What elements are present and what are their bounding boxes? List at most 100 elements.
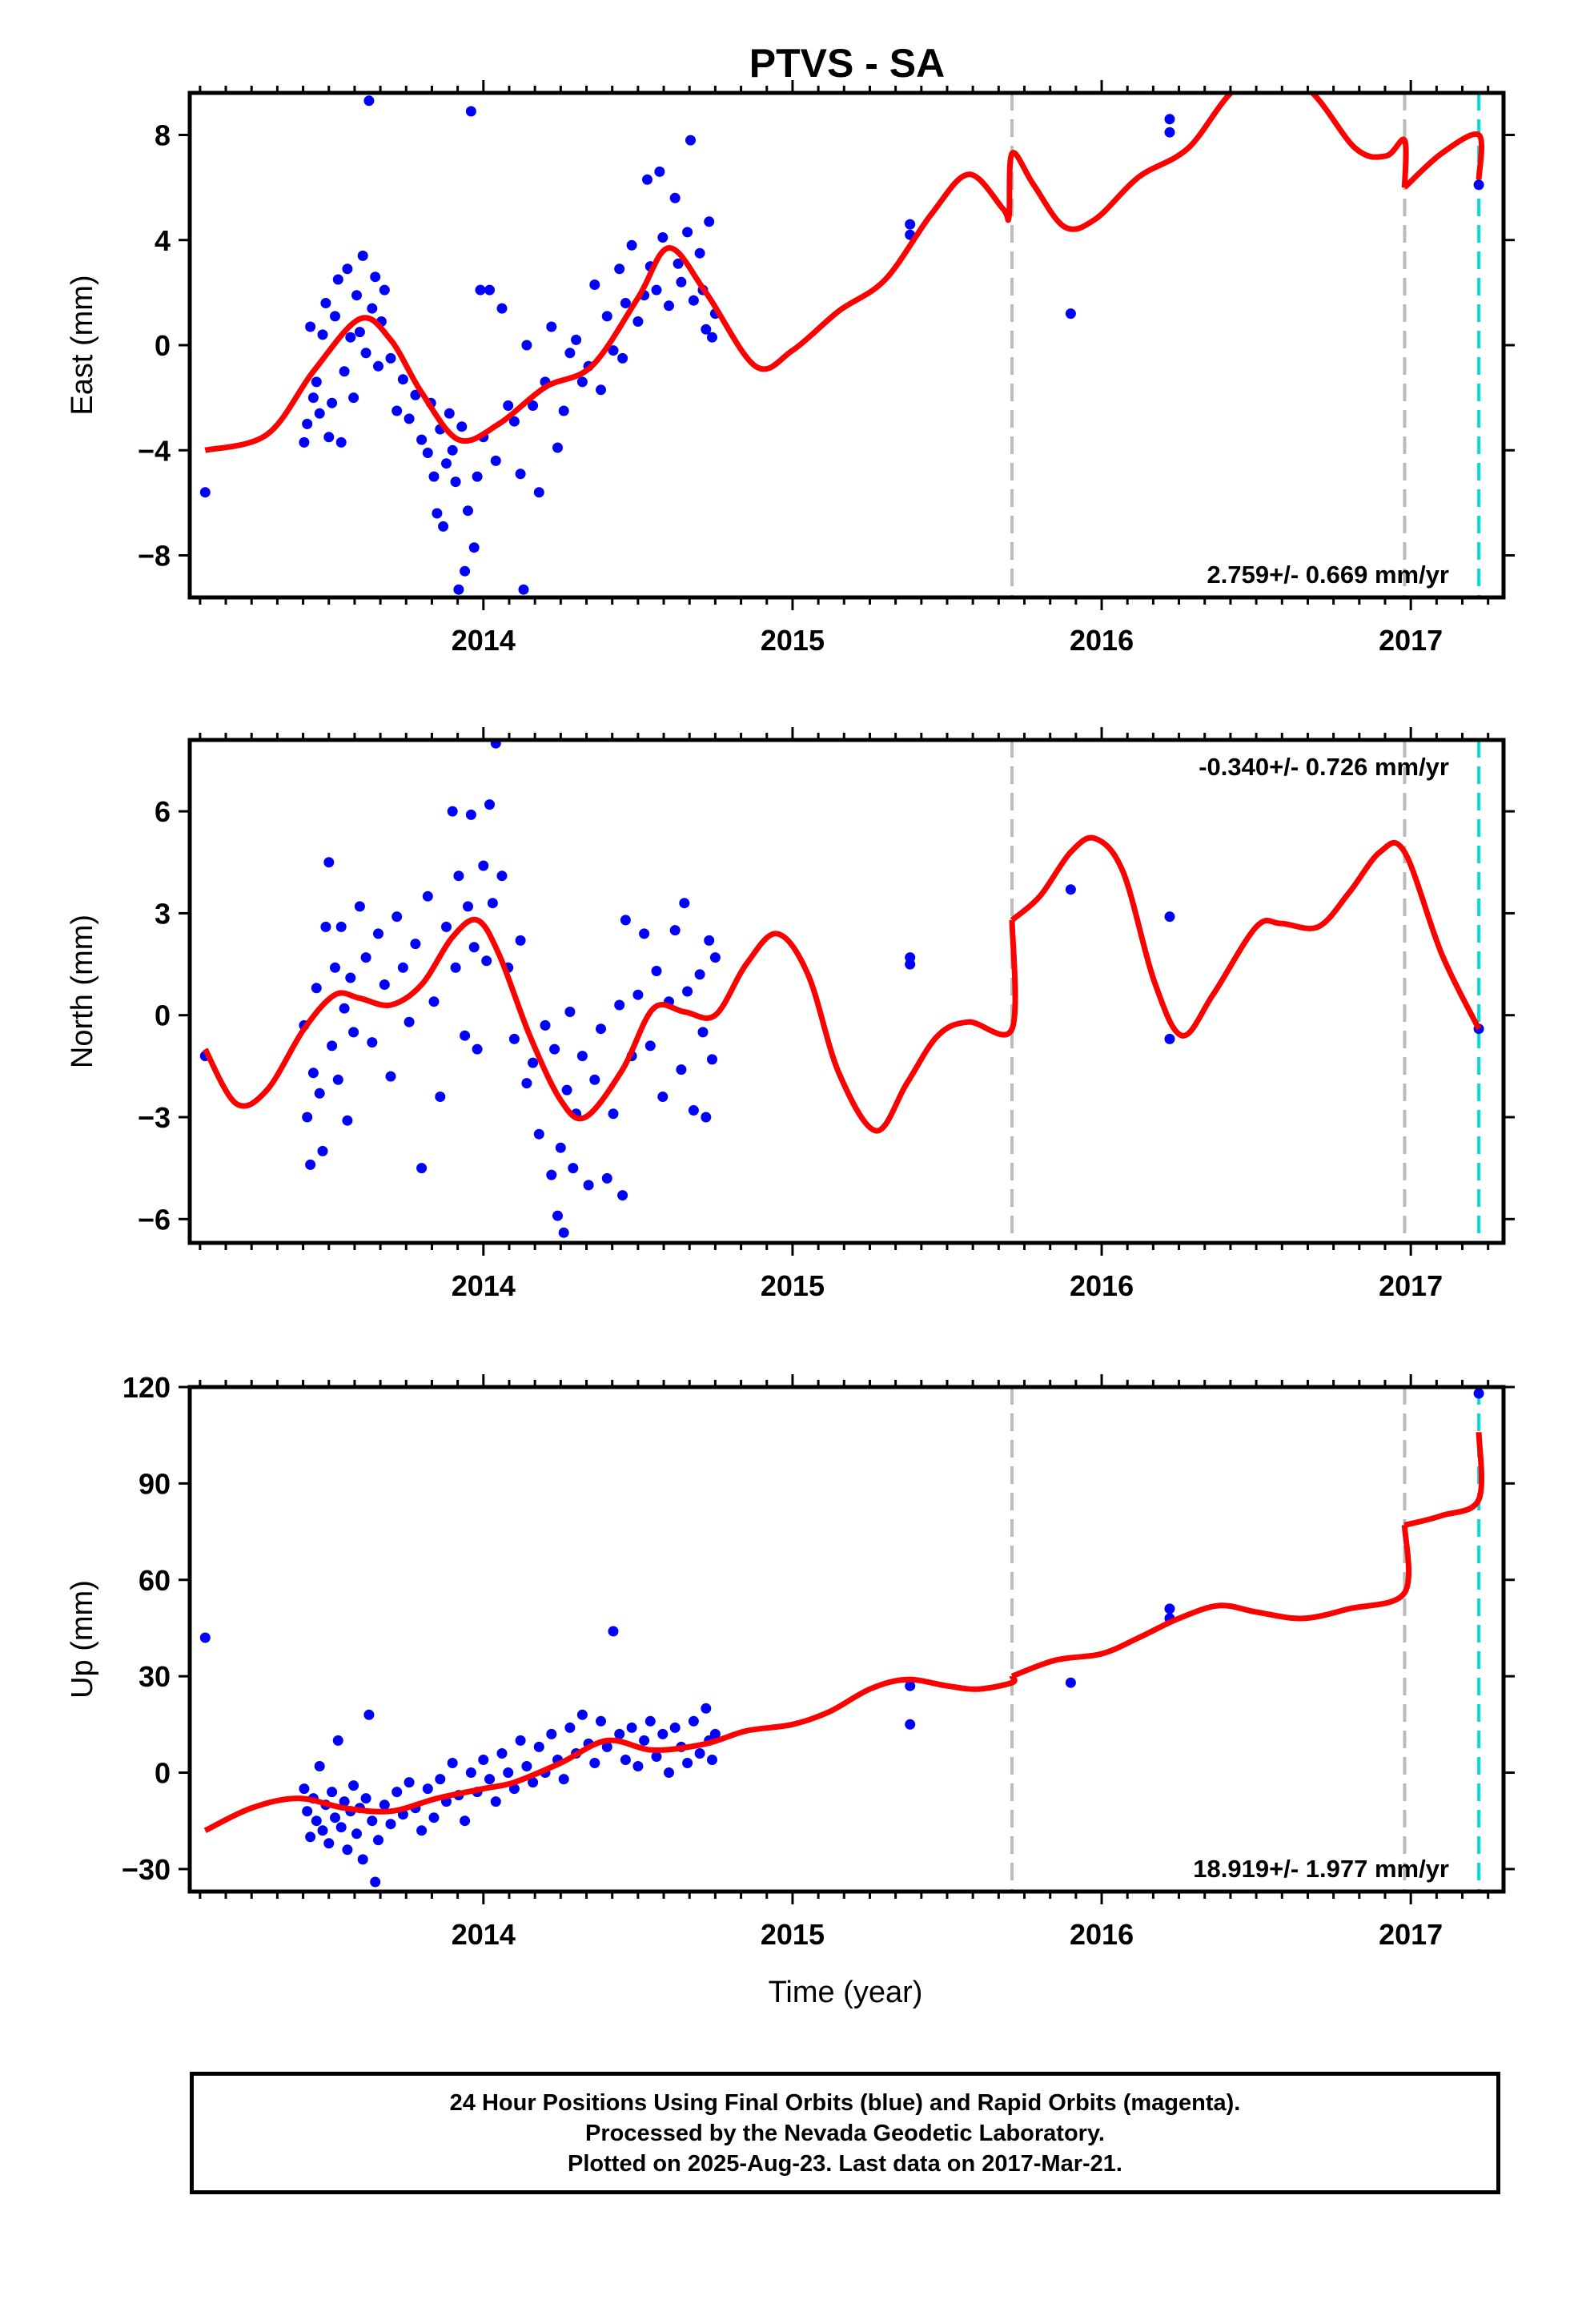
north-point-85 (697, 1027, 709, 1038)
up-point-84 (1065, 1677, 1076, 1688)
up-ytick-label-3: 30 (139, 1660, 171, 1693)
east-point-101 (1065, 308, 1076, 320)
north-ytick-label-2: 0 (155, 999, 171, 1032)
north-point-22 (379, 979, 390, 990)
north-point-25 (397, 962, 408, 973)
east-point-92 (688, 295, 699, 306)
up-point-83 (905, 1719, 916, 1730)
east-point-43 (450, 476, 461, 488)
east-point-9 (323, 432, 335, 443)
east-point-97 (707, 332, 717, 343)
north-point-63 (576, 1051, 588, 1062)
up-ytick-label-5: −30 (122, 1853, 171, 1886)
east-point-93 (694, 247, 705, 259)
up-point-39 (460, 1815, 471, 1827)
north-point-79 (669, 925, 681, 936)
up-point-23 (367, 1815, 378, 1827)
north-point-67 (601, 1172, 612, 1184)
north-point-5 (311, 983, 322, 994)
up-point-77 (694, 1748, 705, 1759)
north-point-60 (564, 1007, 576, 1017)
east-point-47 (463, 505, 473, 517)
north-point-12 (332, 1074, 343, 1085)
up-point-7 (317, 1825, 328, 1836)
up-point-1 (299, 1783, 310, 1795)
up-point-60 (589, 1758, 600, 1768)
east-point-22 (363, 95, 375, 107)
north-point-11 (330, 962, 340, 973)
east-xtick-label-2: 2016 (1070, 624, 1134, 657)
east-point-90 (682, 227, 693, 238)
up-xtick-label-2: 2016 (1070, 1918, 1134, 1951)
east-point-71 (589, 279, 600, 290)
east-point-31 (404, 413, 415, 424)
east-point-3 (305, 321, 316, 332)
east-point-50 (472, 471, 483, 482)
east-point-87 (669, 192, 681, 203)
up-xtick-label-3: 2017 (1379, 1918, 1443, 1951)
east-point-67 (564, 348, 576, 359)
up-point-21 (360, 1793, 371, 1804)
north-point-83 (688, 1105, 699, 1116)
east-point-72 (596, 384, 606, 396)
north-point-8 (320, 921, 331, 932)
up-point-28 (391, 1787, 403, 1798)
north-point-29 (422, 891, 433, 902)
north-point-71 (620, 915, 631, 926)
up-point-25 (373, 1835, 383, 1846)
east-point-68 (571, 334, 582, 345)
east-point-11 (330, 311, 340, 322)
east-point-55 (496, 303, 508, 314)
up-point-49 (521, 1761, 532, 1771)
up-point-56 (564, 1722, 576, 1733)
up-point-80 (707, 1755, 717, 1765)
up-point-2 (302, 1806, 313, 1817)
north-ytick-label-1: 3 (155, 897, 171, 930)
up-point-20 (357, 1854, 368, 1865)
north-point-40 (472, 1043, 483, 1055)
up-ytick-label-4: 0 (155, 1757, 171, 1790)
up-point-34 (428, 1812, 440, 1823)
east-point-103 (1164, 127, 1175, 138)
east-point-36 (428, 471, 440, 482)
up-xtick-label-1: 2015 (761, 1918, 825, 1951)
north-point-51 (528, 1057, 539, 1068)
east-ytick-label-4: −8 (138, 540, 171, 573)
up-point-17 (348, 1780, 359, 1791)
north-point-81 (679, 898, 690, 909)
up-point-69 (644, 1715, 656, 1727)
up-point-5 (311, 1815, 322, 1827)
up-point-70 (651, 1751, 662, 1762)
north-point-92 (1065, 884, 1076, 895)
up-point-73 (669, 1722, 681, 1733)
up-point-67 (632, 1761, 644, 1771)
north-points (199, 740, 1484, 1238)
east-point-57 (508, 416, 520, 427)
up-point-30 (404, 1777, 415, 1788)
north-xtick-label-1: 2015 (761, 1269, 825, 1302)
up-plot-frame (187, 1385, 1506, 1894)
north-point-52 (533, 1128, 544, 1140)
north-point-49 (515, 935, 526, 946)
east-point-45 (456, 421, 468, 432)
east-point-34 (422, 448, 433, 458)
north-point-93 (1164, 911, 1175, 923)
north-point-56 (552, 1210, 563, 1221)
east-point-88 (673, 258, 684, 269)
east-xtick-label-1: 2015 (761, 624, 825, 657)
up-point-66 (626, 1722, 637, 1733)
north-xtick-label-0: 2014 (452, 1269, 516, 1302)
east-point-96 (704, 216, 715, 227)
north-plot-frame (187, 738, 1506, 1245)
up-point-22 (363, 1709, 375, 1720)
up-point-47 (508, 1783, 520, 1795)
north-point-35 (453, 870, 464, 882)
figure-title: PTVS - SA (749, 41, 945, 86)
east-point-13 (335, 436, 347, 448)
east-point-51 (475, 284, 486, 296)
east-point-104 (1473, 179, 1484, 191)
east-point-78 (626, 239, 637, 251)
east-point-59 (518, 584, 529, 595)
north-point-59 (561, 1084, 572, 1096)
